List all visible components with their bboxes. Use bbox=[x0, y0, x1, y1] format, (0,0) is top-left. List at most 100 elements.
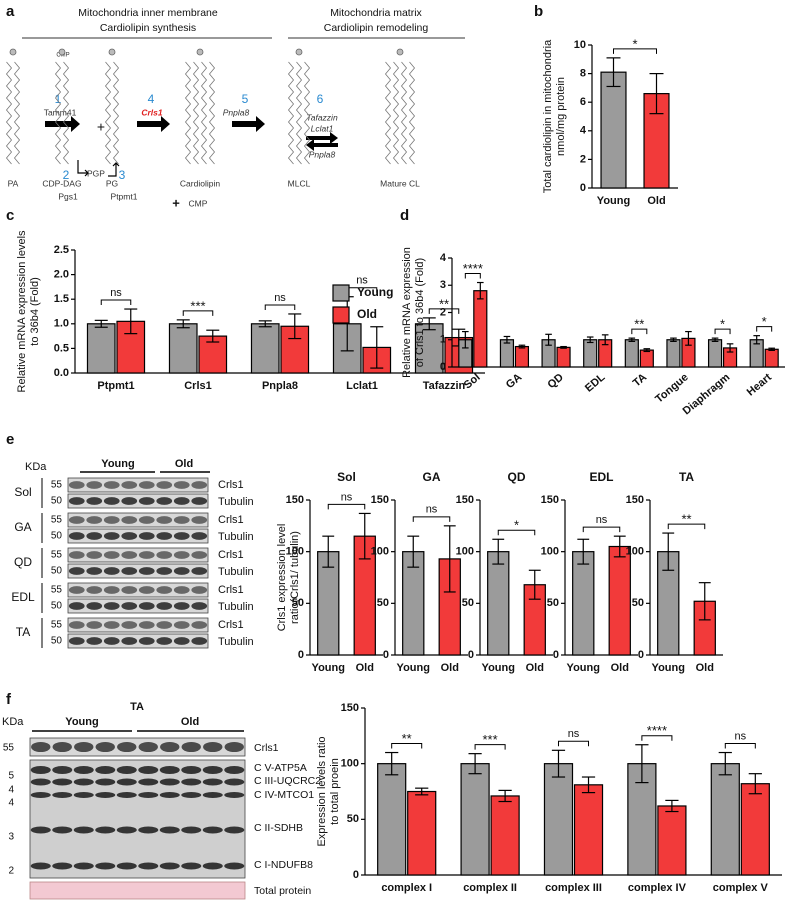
blot-band bbox=[116, 862, 137, 870]
panel-label: b bbox=[534, 3, 543, 20]
blot-band bbox=[52, 741, 72, 753]
blot-band bbox=[173, 602, 190, 610]
step: 2 bbox=[63, 168, 70, 182]
y-tick-label: 150 bbox=[541, 494, 559, 506]
x-tick-label: Tafazzin bbox=[423, 380, 466, 392]
blot-band bbox=[121, 621, 138, 629]
head-group bbox=[58, 48, 66, 56]
significance-label: ** bbox=[402, 731, 412, 746]
molecule-label: PA bbox=[8, 178, 19, 188]
y-tick-label: 0.0 bbox=[54, 367, 69, 379]
blot-band bbox=[95, 778, 116, 786]
blot-band bbox=[86, 637, 103, 645]
acyl-chain bbox=[104, 61, 112, 165]
header: Mitochondria matrix bbox=[330, 7, 422, 19]
x-tick-label: Pnpla8 bbox=[262, 380, 298, 392]
bar bbox=[657, 805, 687, 876]
blot-band bbox=[116, 778, 137, 786]
blot-band bbox=[86, 567, 103, 575]
blot-band bbox=[138, 621, 155, 629]
chart: 0 1 2 3 4 Relative mRNA expression of Crls1 to… bbox=[401, 247, 785, 417]
y-tick-label: 100 bbox=[341, 758, 359, 770]
y-tick-label: 4 bbox=[440, 252, 447, 264]
enzyme: Tamm41 bbox=[44, 107, 77, 117]
significance-bracket bbox=[613, 48, 657, 54]
band-label: Tubulin bbox=[218, 636, 254, 648]
blot-band bbox=[74, 741, 94, 753]
bar bbox=[707, 339, 723, 368]
blot-band bbox=[68, 551, 85, 559]
header: Cardiolipin remodeling bbox=[324, 22, 429, 34]
y-tick-label: 10 bbox=[574, 39, 586, 51]
blot-band bbox=[68, 586, 85, 594]
bar bbox=[499, 339, 515, 368]
molecule-label: Mature CL bbox=[380, 178, 420, 188]
blot-band bbox=[52, 826, 73, 834]
blot-band bbox=[30, 778, 51, 786]
band-label: Total protein bbox=[254, 885, 311, 897]
blot-band bbox=[224, 741, 244, 753]
bar bbox=[600, 71, 627, 189]
chart: 0 50 100 150 GA Young Old ns bbox=[371, 470, 468, 674]
significance-bracket bbox=[724, 743, 756, 749]
significance-bracket bbox=[474, 744, 506, 750]
acyl-chain bbox=[287, 61, 295, 165]
band-label: C II-SDHB bbox=[254, 822, 303, 834]
blot-band bbox=[117, 741, 137, 753]
panel-label: c bbox=[6, 207, 14, 224]
kda-marker: 50 bbox=[51, 496, 63, 507]
molecule bbox=[104, 48, 120, 165]
y-tick-label: 0 bbox=[353, 869, 359, 881]
blot-band bbox=[121, 516, 138, 524]
significance-bracket bbox=[756, 326, 773, 332]
blot-band bbox=[138, 862, 159, 870]
y-tick-label: 0 bbox=[580, 182, 586, 194]
bar bbox=[573, 784, 604, 876]
panel-label: e bbox=[6, 431, 14, 448]
x-tick-label: Old bbox=[647, 195, 665, 207]
significance-bracket bbox=[641, 735, 673, 741]
band-label: Tubulin bbox=[218, 601, 254, 613]
blot-background bbox=[67, 512, 209, 528]
y-tick-label: 2 bbox=[440, 306, 446, 318]
blot-band bbox=[103, 637, 120, 645]
molecule-label: CMP bbox=[56, 53, 69, 59]
blot-band bbox=[86, 497, 103, 505]
blot-background bbox=[67, 617, 209, 633]
blot-band bbox=[156, 551, 173, 559]
band-label: Crls1 bbox=[254, 742, 279, 754]
y-tick-label: 0 bbox=[638, 649, 644, 661]
y-tick-label: 100 bbox=[286, 546, 304, 558]
molecule-label: PGP bbox=[87, 168, 105, 178]
blot-band bbox=[159, 826, 180, 834]
head-group bbox=[295, 48, 303, 56]
blot-band bbox=[86, 516, 103, 524]
x-tick-label: GA bbox=[504, 371, 524, 391]
significance-label: *** bbox=[483, 732, 498, 747]
blot-band bbox=[138, 826, 159, 834]
enzyme: Crls1 bbox=[141, 107, 163, 117]
panel-label: d bbox=[400, 207, 409, 224]
y-tick-label: 100 bbox=[626, 546, 644, 558]
group-label: Old bbox=[181, 716, 199, 728]
blot-band bbox=[156, 586, 173, 594]
acyl-chain bbox=[5, 61, 13, 165]
blot-band bbox=[173, 567, 190, 575]
x-tick-label: Young bbox=[397, 662, 430, 674]
significance-label: ns bbox=[341, 491, 353, 503]
blot-band bbox=[103, 481, 120, 489]
y-axis-label: Relative mRNA expression levels bbox=[16, 230, 28, 393]
y-tick-label: 0 bbox=[468, 649, 474, 661]
kda-marker: 55 bbox=[51, 620, 63, 631]
blot-band bbox=[156, 532, 173, 540]
blot-band bbox=[73, 826, 94, 834]
significance-bracket bbox=[327, 503, 366, 510]
y-tick-label: 150 bbox=[456, 494, 474, 506]
bar bbox=[710, 763, 740, 876]
chart: 0 50 100 150 EDL Young Old ns bbox=[541, 470, 638, 674]
x-tick-label: TA bbox=[631, 371, 649, 389]
blot-band bbox=[191, 602, 208, 610]
step: 6 bbox=[317, 92, 324, 106]
blot-background bbox=[67, 563, 209, 579]
blot-band bbox=[173, 532, 190, 540]
